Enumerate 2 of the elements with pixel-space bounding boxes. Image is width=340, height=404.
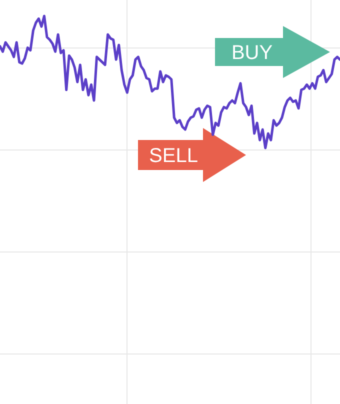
annotation: BUY (231, 42, 273, 64)
annotation: SELL (149, 145, 198, 167)
